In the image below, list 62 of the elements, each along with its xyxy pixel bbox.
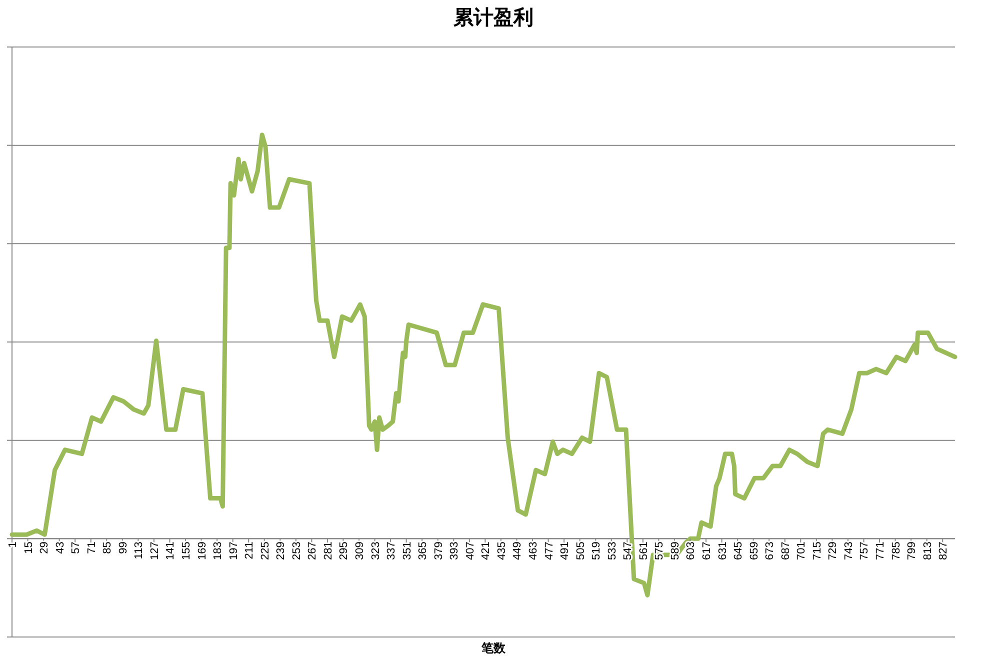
x-tick-label: 323 bbox=[370, 542, 382, 560]
x-tick-label: 631 bbox=[716, 542, 729, 560]
x-tick-label: 561 bbox=[638, 542, 650, 560]
x-tick-label: 603 bbox=[685, 542, 698, 560]
x-tick-label: 505 bbox=[574, 542, 587, 560]
x-axis-title: 笔数 bbox=[480, 641, 506, 655]
x-tick-label: 435 bbox=[496, 542, 508, 560]
x-tick-label: 491 bbox=[559, 542, 572, 560]
x-tick-label: 589 bbox=[669, 542, 682, 560]
x-tick-label: 337 bbox=[386, 542, 398, 560]
x-tick-label: 757 bbox=[858, 542, 871, 560]
x-tick-label: 211 bbox=[244, 542, 256, 560]
x-tick-label: 393 bbox=[448, 542, 461, 560]
x-tick-label: 1 bbox=[7, 542, 19, 548]
x-tick-label: 71 bbox=[86, 542, 98, 554]
x-tick-label: 15 bbox=[22, 542, 35, 554]
x-tick-label: 827 bbox=[938, 542, 950, 560]
x-tick-label: 29 bbox=[38, 542, 51, 554]
x-tick-label: 477 bbox=[543, 542, 556, 560]
x-tick-label: 351 bbox=[401, 542, 414, 560]
x-tick-label: 197 bbox=[228, 542, 240, 560]
x-tick-label: 267 bbox=[306, 542, 319, 560]
x-tick-label: 771 bbox=[874, 542, 887, 560]
x-tick-label: 85 bbox=[102, 542, 114, 554]
x-tick-label: 533 bbox=[606, 542, 618, 560]
x-tick-label: 659 bbox=[748, 542, 760, 560]
x-tick-label: 295 bbox=[338, 542, 350, 560]
x-tick-label: 127 bbox=[148, 542, 161, 560]
x-tick-label: 43 bbox=[54, 542, 66, 554]
x-tick-label: 463 bbox=[528, 542, 540, 560]
x-tick-label: 785 bbox=[890, 542, 902, 560]
x-tick-label: 183 bbox=[212, 542, 224, 560]
x-tick-label: 729 bbox=[827, 542, 840, 560]
x-tick-label: 743 bbox=[842, 542, 855, 560]
x-tick-label: 309 bbox=[354, 542, 366, 560]
x-tick-label: 407 bbox=[464, 542, 476, 560]
x-tick-label: 519 bbox=[590, 542, 603, 560]
x-tick-label: 421 bbox=[480, 542, 492, 560]
x-tick-label: 715 bbox=[811, 542, 824, 560]
x-tick-label: 141 bbox=[164, 542, 177, 560]
chart-title: 累计盈利 bbox=[452, 6, 534, 29]
x-tick-label: 239 bbox=[275, 542, 288, 560]
x-tick-label: 169 bbox=[196, 542, 208, 560]
x-tick-label: 813 bbox=[922, 542, 934, 560]
x-tick-label: 701 bbox=[796, 542, 808, 560]
x-tick-label: 281 bbox=[322, 542, 334, 560]
x-tick-label: 379 bbox=[432, 542, 445, 560]
x-tick-label: 57 bbox=[70, 542, 82, 554]
x-tick-label: 799 bbox=[906, 542, 918, 560]
x-tick-label: 225 bbox=[259, 542, 272, 560]
x-tick-label: 99 bbox=[117, 542, 130, 554]
x-tick-label: 617 bbox=[701, 542, 714, 560]
x-tick-label: 449 bbox=[512, 542, 524, 560]
x-tick-label: 113 bbox=[133, 542, 146, 560]
x-tick-label: 365 bbox=[417, 542, 430, 560]
x-tick-label: 687 bbox=[780, 542, 792, 560]
x-tick-label: 253 bbox=[290, 542, 303, 560]
x-tick-label: 155 bbox=[180, 542, 193, 560]
x-tick-label: 575 bbox=[654, 542, 666, 560]
x-tick-label: 673 bbox=[764, 542, 776, 560]
x-tick-label: 645 bbox=[732, 542, 745, 560]
x-tick-label: 547 bbox=[622, 542, 634, 560]
